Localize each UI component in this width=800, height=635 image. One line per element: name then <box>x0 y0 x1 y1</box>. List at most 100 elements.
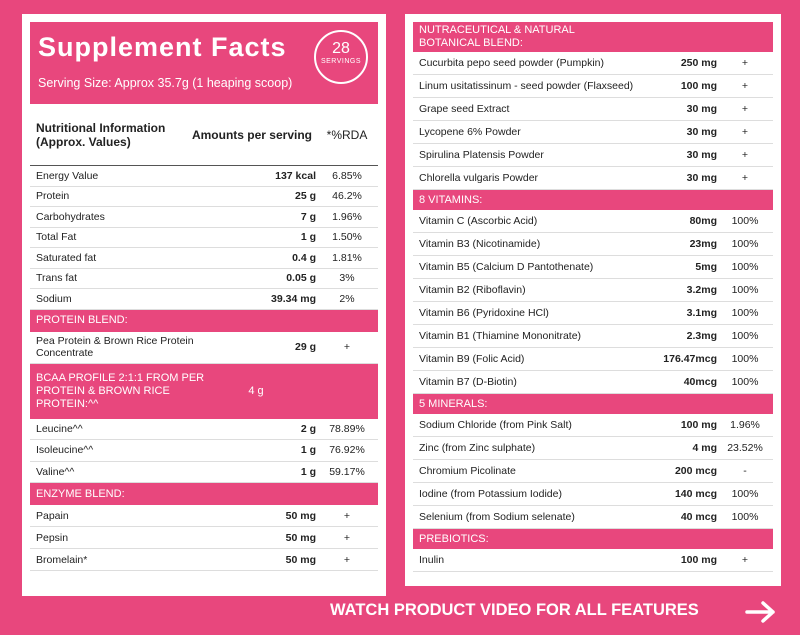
nutrient-row: Valine^^ 1 g 59.17% <box>30 462 378 483</box>
title: Supplement Facts <box>38 32 287 62</box>
nutrient-name: Sodium Chloride (from Pink Salt) <box>419 419 572 431</box>
nutrient-amount: 1 g <box>300 444 316 457</box>
nutrient-name: Trans fat <box>36 272 78 285</box>
nutrient-name: Vitamin B6 (Pyridoxine HCl) <box>419 307 549 319</box>
heading-text: NUTRACEUTICAL & NATURAL BOTANICAL BLEND: <box>419 24 575 49</box>
nutrient-row: Saturated fat 0.4 g 1.81% <box>30 248 378 269</box>
facts-header: Supplement Facts Serving Size: Approx 35… <box>30 22 378 104</box>
nutrient-row: Bromelain* 50 mg + <box>30 549 378 571</box>
section-heading: PROTEIN BLEND: <box>30 309 378 332</box>
nutrient-rda: + <box>343 531 351 544</box>
nutrient-rda: 46.2% <box>332 190 362 203</box>
nutrient-name: Protein <box>36 190 70 203</box>
nutrient-amount: 3.1mg <box>686 307 717 319</box>
nutrient-name: Chlorella vulgaris Powder <box>419 172 539 184</box>
nutrient-name: Vitamin B7 (D-Biotin) <box>419 376 517 388</box>
nutrient-row: Total Fat 1 g 1.50% <box>30 228 378 248</box>
nutrient-row: Protein 25 g 46.2% <box>30 187 378 207</box>
nutrient-name: Linum usitatissinum - seed powder (Flaxs… <box>419 80 634 92</box>
nutrient-rda: 100% <box>731 376 759 388</box>
nutrient-amount: 25 g <box>294 190 316 203</box>
heading-text: BCAA PROFILE 2:1:1 FROM PER PROTEIN & BR… <box>36 371 205 410</box>
nutrient-amount: 50 mg <box>285 531 316 544</box>
nutrient-amount: 30 mg <box>686 126 717 138</box>
nutrient-name: Sodium <box>36 292 72 305</box>
nutrient-rda: 1.81% <box>332 251 362 264</box>
nutrient-row: Chlorella vulgaris Powder 30 mg + <box>413 167 773 190</box>
nutrient-name: Inulin <box>419 554 445 566</box>
nutrient-row: Vitamin B3 (Nicotinamide) 23mg 100% <box>413 233 773 256</box>
nutrient-amount: 23mg <box>689 238 717 250</box>
heading-text: 5 MINERALS: <box>419 397 488 410</box>
video-link[interactable]: WATCH PRODUCT VIDEO FOR ALL FEATURES <box>330 601 699 619</box>
servings-badge: 28 SERVINGS <box>314 30 368 84</box>
nutrient-row: Inulin 100 mg + <box>413 549 773 572</box>
arrow-icon[interactable] <box>745 600 777 624</box>
nutrient-name: Saturated fat <box>36 251 97 264</box>
nutrient-amount: 40mcg <box>683 376 717 388</box>
nutrient-rda: + <box>741 80 749 92</box>
nutrient-name: Pea Protein & Brown Rice Protein Concent… <box>36 335 194 359</box>
nutrient-amount: 100 mg <box>680 80 717 92</box>
nutrient-rda: 2% <box>339 292 355 305</box>
nutrient-row: Vitamin B5 (Calcium D Pantothenate) 5mg 10… <box>413 256 773 279</box>
serving-size: Serving Size: Approx 35.7g (1 heaping sc… <box>38 76 293 90</box>
nutrient-row: Selenium (from Sodium selenate) 40 mcg 100… <box>413 506 773 529</box>
nutrient-name: Energy Value <box>36 169 99 182</box>
nutrient-amount: 1 g <box>300 231 316 244</box>
nutrient-rda: 1.50% <box>332 231 362 244</box>
nutrient-row: Lycopene 6% Powder 30 mg + <box>413 121 773 144</box>
nutrient-amount: 50 mg <box>285 553 316 566</box>
nutrient-rda: 6.85% <box>332 169 362 182</box>
nutrient-row: Iodine (from Potassium Iodide) 140 mcg 100… <box>413 483 773 506</box>
nutrient-rda: 100% <box>731 511 759 523</box>
nutrient-amount: 40 mcg <box>680 511 717 523</box>
nutrient-row: Linum usitatissinum - seed powder (Flaxs… <box>413 75 773 98</box>
nutrient-row: Chromium Picolinate 200 mcg - <box>413 460 773 483</box>
nutrient-name: Pepsin <box>36 531 69 544</box>
nutrient-row: Zinc (from Zinc sulphate) 4 mg 23.52% <box>413 437 773 460</box>
nutrient-amount: 176.47mcg <box>663 353 717 365</box>
nutrient-name: Cucurbita pepo seed powder (Pumpkin) <box>419 57 605 69</box>
nutrient-name: Vitamin C (Ascorbic Acid) <box>419 215 538 227</box>
section-heading: BCAA PROFILE 2:1:1 FROM PER PROTEIN & BR… <box>30 363 378 419</box>
nutrient-amount: 137 kcal <box>275 169 316 182</box>
nutrient-rda: 100% <box>731 330 759 342</box>
nutrient-amount: 30 mg <box>686 149 717 161</box>
nutrient-name: Chromium Picolinate <box>419 465 516 477</box>
nutrient-amount: 250 mg <box>680 57 717 69</box>
nutrient-name: Vitamin B5 (Calcium D Pantothenate) <box>419 261 594 273</box>
nutrient-rda: 23.52% <box>727 442 763 454</box>
nutrient-amount: 80mg <box>689 215 717 227</box>
heading-text: 8 VITAMINS: <box>419 193 483 206</box>
nutrient-rda: 100% <box>731 261 759 273</box>
nutrient-row: Carbohydrates 7 g 1.96% <box>30 207 378 228</box>
nutrient-rda: 100% <box>731 238 759 250</box>
nutrient-rda: + <box>741 57 749 69</box>
nutrient-rda: 1.96% <box>332 210 362 223</box>
nutrient-row: Trans fat 0.05 g 3% <box>30 269 378 289</box>
nutrient-row: Vitamin B6 (Pyridoxine HCl) 3.1mg 100% <box>413 302 773 325</box>
nutrient-name: Iodine (from Potassium Iodide) <box>419 488 562 500</box>
nutrient-rda: + <box>741 554 749 566</box>
nutrient-rda: + <box>343 553 351 566</box>
nutrient-row: Leucine^^ 2 g 78.89% <box>30 419 378 440</box>
nutrient-name: Spirulina Platensis Powder <box>419 149 544 161</box>
nutrient-name: Leucine^^ <box>36 422 83 435</box>
nutrient-name: Papain <box>36 509 69 522</box>
column-header: Nutritional Information (Approx. Values)… <box>30 104 378 166</box>
nutrient-amount: 4 mg <box>692 442 717 454</box>
nutrient-row: Grape seed Extract 30 mg + <box>413 98 773 121</box>
nutrient-rda: 3% <box>339 272 355 285</box>
nutrient-row: Papain 50 mg + <box>30 505 378 527</box>
nutrient-row: Vitamin B1 (Thiamine Mononitrate) 2.3mg 10… <box>413 325 773 348</box>
nutrient-amount: 200 mcg <box>674 465 717 477</box>
nutrient-row: Isoleucine^^ 1 g 76.92% <box>30 440 378 462</box>
nutrient-rda: + <box>343 509 351 522</box>
nutrient-name: Total Fat <box>36 231 77 244</box>
nutrient-rda: 59.17% <box>329 465 365 478</box>
nutrient-name: Isoleucine^^ <box>36 444 94 457</box>
nutrient-rda: 100% <box>731 307 759 319</box>
nutrient-amount: 1 g <box>300 465 316 478</box>
